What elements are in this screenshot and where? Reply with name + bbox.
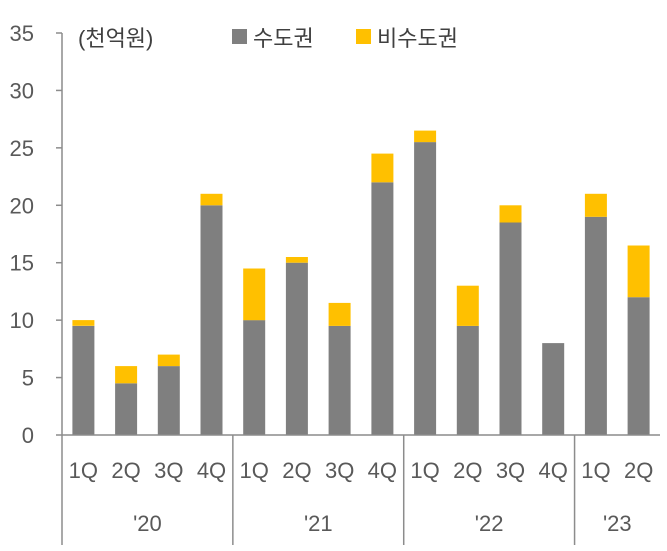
bar-noncapital-4 (200, 193, 223, 206)
bar-capital-2 (115, 383, 138, 435)
x-group-label: '22 (475, 511, 504, 536)
bar-noncapital-1 (72, 320, 95, 326)
y-tick-label: 20 (10, 193, 34, 218)
x-category-label: 1Q (69, 458, 98, 483)
bar-noncapital-7 (328, 302, 351, 326)
bar-noncapital-3 (157, 354, 180, 367)
x-category-label: 3Q (496, 458, 525, 483)
x-group-label: '21 (304, 511, 333, 536)
bar-capital-4 (200, 205, 223, 435)
bar-capital-8 (371, 182, 394, 435)
bar-noncapital-8 (371, 153, 394, 183)
x-axis: 1Q 2Q 3Q 4Q 1Q 2Q 3Q 4Q 1Q 2Q 3Q 4Q 1Q 2Q '20 '21 '22 '23 (61, 434, 660, 545)
bar-capital-9 (414, 142, 437, 435)
legend: (천억원) 수도권 비수도권 (78, 26, 458, 51)
y-tick-label: 35 (10, 21, 34, 46)
x-category-label: 2Q (453, 458, 482, 483)
legend-label-noncapital: 비수도권 (377, 26, 458, 51)
y-tick-label: 0 (22, 423, 34, 448)
bar-capital-12 (542, 343, 565, 435)
x-category-label: 3Q (325, 458, 354, 483)
bar-capital-3 (157, 366, 180, 435)
y-tick-label: 10 (10, 308, 34, 333)
x-group-label: '23 (603, 511, 632, 536)
y-tick-label: 5 (22, 366, 34, 391)
bar-capital-6 (285, 262, 308, 435)
bar-noncapital-14 (627, 245, 650, 298)
legend-label-capital: 수도권 (253, 26, 314, 51)
bar-capital-5 (243, 320, 266, 435)
bar-capital-11 (499, 222, 522, 435)
bar-noncapital-2 (115, 366, 138, 384)
x-category-label: 4Q (197, 458, 226, 483)
x-category-label: 2Q (282, 458, 311, 483)
bar-noncapital-10 (456, 285, 479, 326)
bar-noncapital-6 (285, 257, 308, 263)
x-group-label: '20 (133, 511, 162, 536)
legend-swatch-capital (232, 29, 247, 44)
bar-capital-14 (627, 297, 650, 435)
bar-capital-7 (328, 325, 351, 435)
y-tick-label: 30 (10, 78, 34, 103)
x-category-label: 2Q (111, 458, 140, 483)
y-tick-label: 15 (10, 251, 34, 276)
x-category-label: 2Q (624, 458, 653, 483)
bars-layer (72, 130, 650, 435)
x-category-label: 1Q (581, 458, 610, 483)
x-category-label: 4Q (539, 458, 568, 483)
x-category-label: 4Q (368, 458, 397, 483)
bar-capital-10 (456, 325, 479, 435)
bar-noncapital-11 (499, 205, 522, 223)
y-axis: 0 5 10 15 20 25 30 35 (10, 21, 63, 448)
x-category-label: 1Q (240, 458, 269, 483)
bar-noncapital-9 (414, 130, 437, 143)
y-tick-label: 25 (10, 136, 34, 161)
bar-noncapital-13 (584, 193, 607, 217)
legend-swatch-noncapital (356, 29, 371, 44)
bar-noncapital-5 (243, 268, 266, 321)
x-category-label: 1Q (410, 458, 439, 483)
bar-capital-13 (584, 216, 607, 435)
x-category-label: 3Q (154, 458, 183, 483)
bar-capital-1 (72, 325, 95, 435)
unit-label: (천억원) (78, 26, 153, 51)
